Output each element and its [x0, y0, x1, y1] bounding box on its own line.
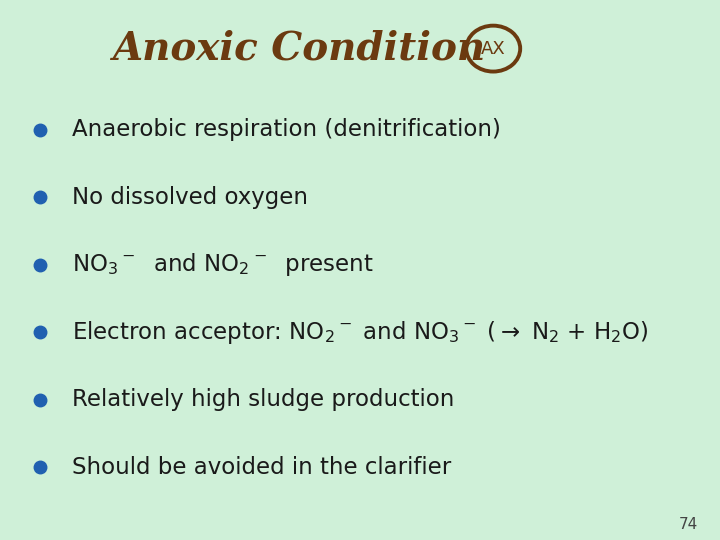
Text: AX: AX: [481, 39, 505, 58]
Text: Anaerobic respiration (denitrification): Anaerobic respiration (denitrification): [72, 118, 501, 141]
Text: Should be avoided in the clarifier: Should be avoided in the clarifier: [72, 456, 451, 478]
Text: 74: 74: [679, 517, 698, 532]
Text: No dissolved oxygen: No dissolved oxygen: [72, 186, 308, 208]
Text: Anoxic Condition: Anoxic Condition: [112, 30, 485, 68]
Text: Relatively high sludge production: Relatively high sludge production: [72, 388, 454, 411]
Text: NO$_3$$^-$  and NO$_2$$^-$  present: NO$_3$$^-$ and NO$_2$$^-$ present: [72, 251, 374, 278]
Text: Electron acceptor: NO$_2$$^-$ and NO$_3$$^-$ ($\rightarrow$ N$_2$ + H$_2$O): Electron acceptor: NO$_2$$^-$ and NO$_3$…: [72, 319, 648, 346]
